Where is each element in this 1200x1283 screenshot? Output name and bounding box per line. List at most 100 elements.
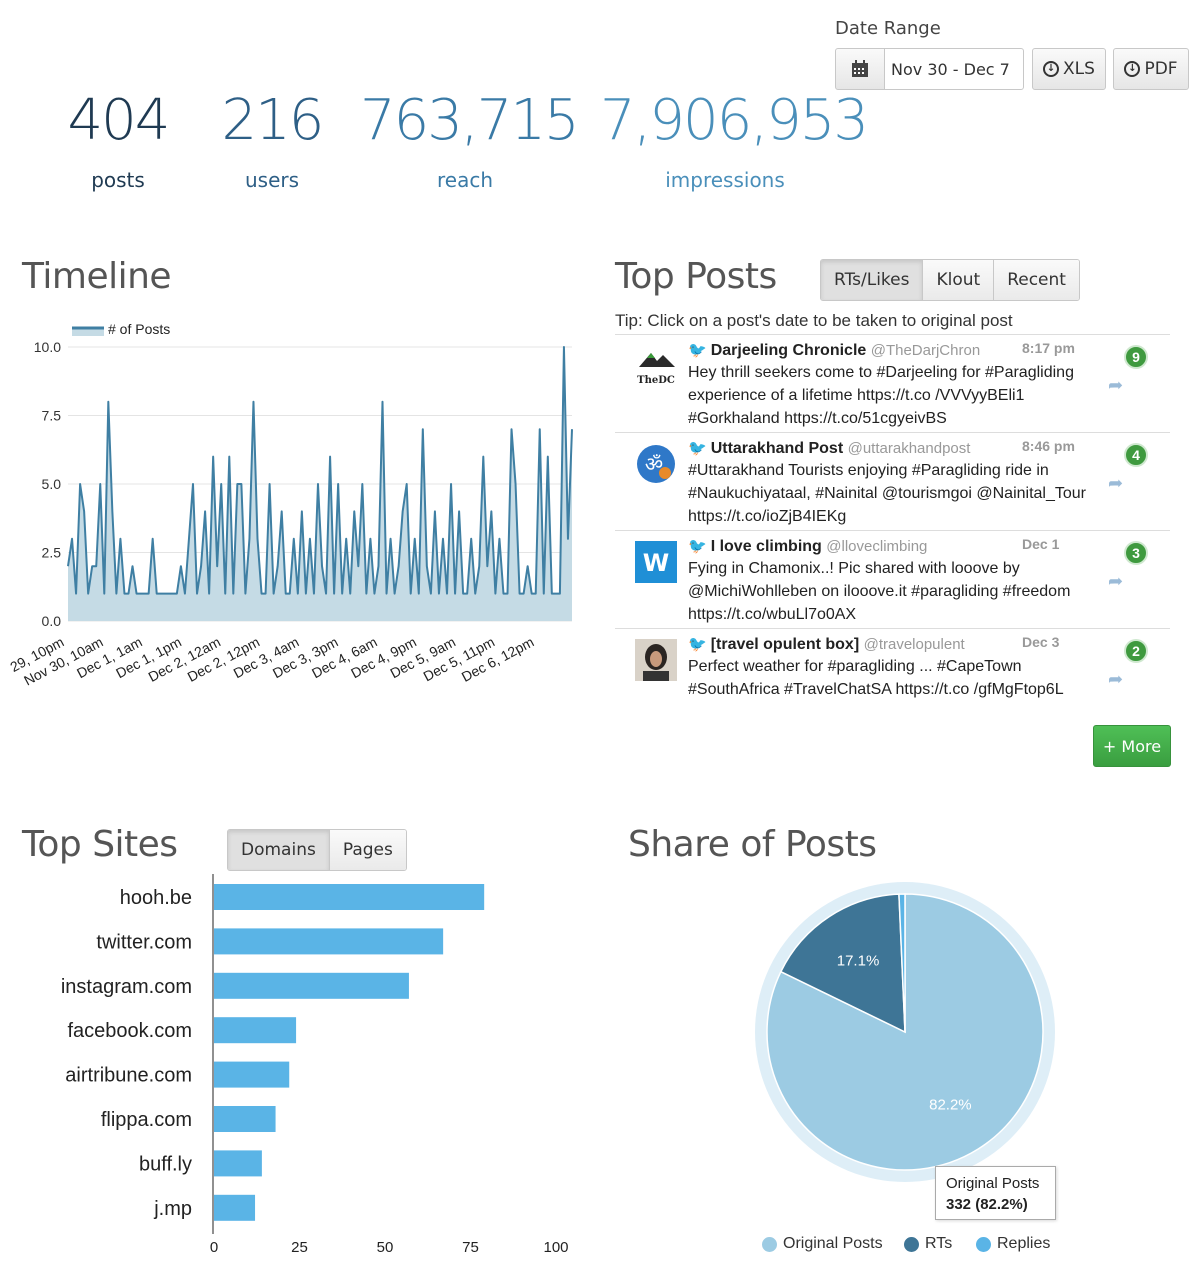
- post-text: Fying in Chamonix..! Pic shared with loo…: [688, 560, 1071, 623]
- avatar: [635, 639, 677, 681]
- twitter-bird-icon: 🐦: [688, 636, 707, 653]
- bar: [214, 884, 485, 910]
- top-posts-list: TheDC 🐦 Darjeeling Chronicle @TheDarjChro…: [615, 334, 1170, 720]
- pie-tooltip: Original Posts 332 (82.2%): [935, 1166, 1056, 1220]
- legend-label: RTs: [925, 1235, 953, 1252]
- export-pdf-button[interactable]: ↓ PDF: [1113, 48, 1189, 90]
- x-tick-label: 25: [291, 1239, 308, 1256]
- category-label: buff.ly: [139, 1153, 192, 1175]
- top-posts-tabs: RTs/Likes Klout Recent: [820, 259, 1080, 301]
- bar: [214, 1194, 256, 1221]
- bar: [214, 1017, 297, 1044]
- legend-label: Replies: [997, 1235, 1051, 1252]
- tab-pages[interactable]: Pages: [329, 830, 406, 870]
- posts-label: posts: [91, 168, 145, 192]
- category-label: j.mp: [153, 1198, 192, 1220]
- engagement-badge: 9: [1124, 345, 1148, 369]
- legend-rts[interactable]: RTs: [904, 1235, 952, 1253]
- post-author-name[interactable]: Uttarakhand Post: [710, 440, 844, 457]
- tab-domains[interactable]: Domains: [228, 830, 330, 870]
- impressions-label: impressions: [665, 168, 785, 192]
- avatar-text: TheDC: [637, 375, 675, 386]
- twitter-bird-icon: 🐦: [688, 538, 707, 555]
- tooltip-title: Original Posts: [946, 1175, 1040, 1192]
- slice-label: 82.2%: [929, 1097, 972, 1114]
- legend-replies[interactable]: Replies: [976, 1235, 1050, 1253]
- post-date-link[interactable]: 8:46 pm: [1022, 438, 1075, 454]
- reach-count: 763,715: [360, 88, 580, 153]
- category-label: facebook.com: [67, 1020, 192, 1042]
- legend-dot: [762, 1236, 777, 1252]
- category-label: airtribune.com: [65, 1065, 192, 1087]
- posts-count: 404: [67, 88, 171, 153]
- post-author-handle[interactable]: @TheDarjChron: [870, 342, 981, 359]
- tip-text: Tip: Click on a post's date to be taken …: [615, 311, 1013, 330]
- twitter-bird-icon: 🐦: [688, 342, 707, 359]
- engagement-badge: 4: [1124, 443, 1148, 467]
- calendar-icon: [852, 60, 868, 77]
- tab-klout[interactable]: Klout: [923, 260, 995, 300]
- share-arrow-icon[interactable]: ➦: [1108, 669, 1124, 689]
- tab-recent[interactable]: Recent: [994, 260, 1079, 300]
- download-icon: ↓: [1043, 61, 1060, 77]
- calendar-button[interactable]: [835, 48, 885, 90]
- post-author-name[interactable]: [travel opulent box]: [710, 636, 860, 653]
- share-arrow-icon[interactable]: ➦: [1108, 375, 1124, 395]
- list-item: TheDC 🐦 Darjeeling Chronicle @TheDarjChro…: [615, 334, 1170, 432]
- top-sites-tabs: Domains Pages: [227, 829, 407, 871]
- users-label: users: [244, 168, 300, 192]
- x-tick-label: 0: [210, 1239, 218, 1256]
- legend-dot: [904, 1236, 919, 1252]
- timeline-title: Timeline: [22, 256, 172, 297]
- post-date-link[interactable]: Dec 3: [1022, 634, 1060, 650]
- share-arrow-icon[interactable]: ➦: [1108, 473, 1124, 493]
- reach-label: reach: [436, 168, 493, 192]
- post-text: #Uttarakhand Tourists enjoying #Paraglid…: [688, 462, 1087, 525]
- avatar-text: W: [643, 549, 669, 577]
- date-range-input[interactable]: Nov 30 - Dec 7: [884, 48, 1024, 90]
- category-label: flippa.com: [101, 1109, 192, 1131]
- post-author-handle[interactable]: @lloveclimbing: [826, 538, 928, 555]
- bar: [214, 1150, 262, 1177]
- y-tick-label: 5.0: [42, 476, 62, 492]
- post-author-name[interactable]: I love climbing: [710, 538, 822, 555]
- avatar: TheDC: [635, 345, 677, 387]
- avatar: W: [635, 541, 677, 583]
- top-posts-title: Top Posts: [615, 256, 777, 297]
- post-author-handle[interactable]: @travelopulent: [863, 636, 965, 653]
- y-tick-label: 10.0: [34, 339, 61, 355]
- avatar-text: ॐ: [645, 452, 663, 476]
- series-line: [67, 346, 573, 595]
- category-label: twitter.com: [96, 931, 192, 953]
- y-tick-label: 0.0: [42, 613, 62, 629]
- bar: [214, 1106, 276, 1132]
- x-tick-label: 75: [462, 1239, 479, 1256]
- y-tick-label: 2.5: [42, 545, 62, 561]
- x-tick-label: 100: [543, 1239, 568, 1256]
- category-label: instagram.com: [61, 976, 192, 998]
- pie-slice: [898, 893, 906, 1033]
- more-posts-button[interactable]: + More: [1093, 725, 1171, 767]
- legend-original-posts[interactable]: Original Posts: [762, 1235, 883, 1253]
- tooltip-value: 332 (82.2%): [946, 1196, 1028, 1213]
- avatar: ॐ: [635, 443, 677, 485]
- download-icon: ↓: [1124, 61, 1141, 77]
- post-text: Perfect weather for #paragliding ... #Ca…: [688, 658, 1064, 698]
- top-sites-title: Top Sites: [22, 824, 178, 865]
- pdf-label: PDF: [1144, 59, 1178, 79]
- impressions-count: 7,906,953: [600, 88, 869, 153]
- date-range-label: Date Range: [835, 18, 941, 39]
- export-xls-button[interactable]: ↓ XLS: [1032, 48, 1106, 90]
- engagement-badge: 2: [1124, 639, 1148, 663]
- post-author-handle[interactable]: @uttarakhandpost: [847, 440, 971, 457]
- tab-rts-likes[interactable]: RTs/Likes: [821, 260, 924, 300]
- share-arrow-icon[interactable]: ➦: [1108, 571, 1124, 591]
- post-author-name[interactable]: Darjeeling Chronicle: [710, 342, 867, 359]
- post-date-link[interactable]: Dec 1: [1022, 536, 1060, 552]
- post-text: Hey thrill seekers come to #Darjeeling f…: [688, 364, 1074, 427]
- legend-label: # of Posts: [108, 321, 170, 337]
- area-fill: [68, 347, 572, 621]
- x-tick-label: 50: [377, 1239, 394, 1256]
- post-date-link[interactable]: 8:17 pm: [1022, 340, 1075, 356]
- slice-label: 17.1%: [837, 952, 880, 969]
